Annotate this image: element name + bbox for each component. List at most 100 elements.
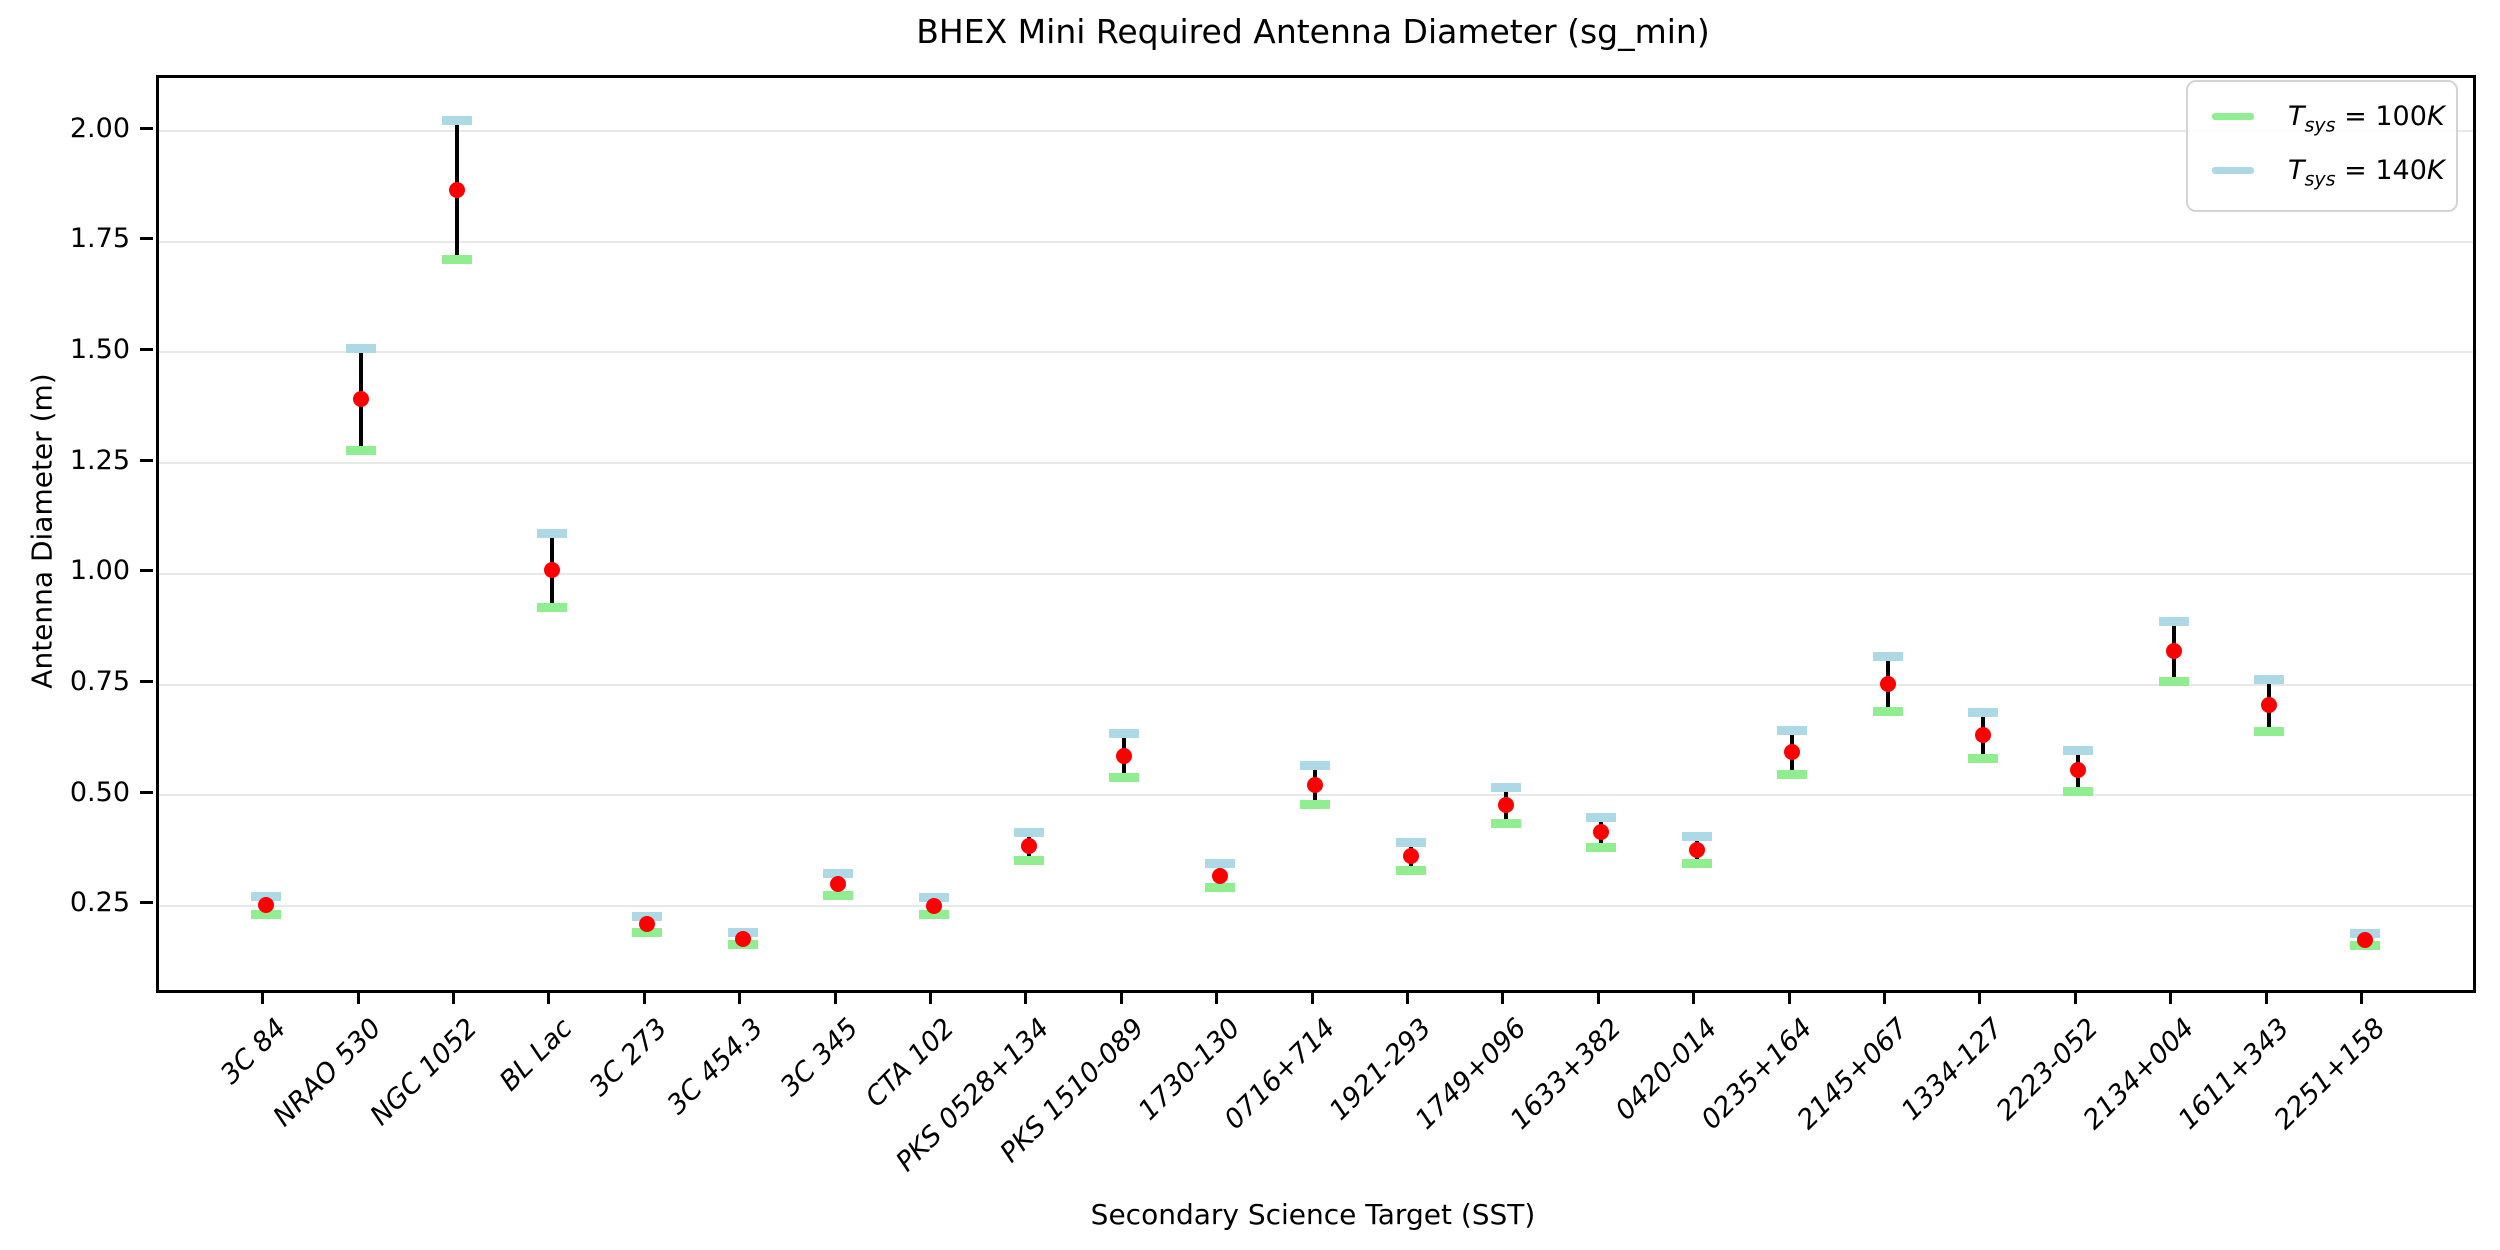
data-point-marker	[1307, 777, 1324, 794]
cap-tsys-100k	[346, 446, 377, 456]
y-tick-mark	[140, 126, 153, 130]
data-point-marker	[2356, 931, 2373, 948]
data-point-marker	[353, 391, 370, 408]
data-point-marker	[2165, 643, 2182, 660]
y-tick-label: 1.50	[69, 333, 130, 365]
cap-tsys-140k	[346, 343, 377, 353]
x-tick-mark	[1024, 991, 1028, 1004]
x-tick-mark	[547, 991, 551, 1004]
data-point-marker	[639, 916, 656, 933]
cap-tsys-100k	[2254, 726, 2285, 736]
cap-tsys-140k	[1872, 651, 1903, 661]
y-tick-mark	[140, 790, 153, 794]
cap-tsys-100k	[1395, 865, 1426, 875]
x-tick-label: BL Lac	[493, 1012, 579, 1098]
data-point-marker	[2070, 762, 2087, 779]
cap-tsys-100k	[441, 255, 472, 264]
legend-entry: Tsys = 100K	[2188, 96, 2456, 136]
cap-tsys-140k	[1300, 761, 1331, 771]
x-tick-label: 1334-127	[1895, 1012, 2010, 1127]
legend-swatch	[2212, 167, 2254, 174]
x-tick-mark	[833, 991, 837, 1004]
cap-tsys-140k	[1204, 859, 1235, 869]
x-tick-label: 3C 454.3	[661, 1012, 770, 1121]
data-point-marker	[2261, 697, 2278, 714]
cap-tsys-100k	[1681, 859, 1712, 869]
cap-tsys-140k	[918, 892, 949, 902]
cap-tsys-100k	[2158, 676, 2189, 686]
y-tick-mark	[140, 347, 153, 351]
cap-tsys-100k	[1777, 769, 1808, 779]
x-tick-mark	[642, 991, 646, 1004]
data-point-marker	[925, 897, 942, 914]
x-tick-label: 3C 345	[774, 1012, 865, 1103]
x-tick-mark	[1310, 991, 1314, 1004]
cap-tsys-100k	[918, 910, 949, 920]
x-tick-mark	[929, 991, 932, 1004]
y-axis-title: Antenna Diameter (m)	[25, 373, 59, 689]
y-tick-label: 0.75	[69, 666, 130, 698]
plot-area	[156, 75, 2476, 993]
data-point-marker	[830, 876, 847, 893]
legend-label: Tsys = 100K	[2288, 101, 2445, 137]
gridline	[159, 351, 2473, 354]
data-point-marker	[1688, 842, 1705, 859]
gridline	[159, 904, 2473, 907]
data-point-marker	[1784, 744, 1801, 761]
legend-swatch	[2212, 113, 2254, 120]
y-tick-label: 1.75	[69, 223, 130, 255]
data-point-marker	[1879, 675, 1896, 692]
data-point-marker	[1974, 727, 1991, 744]
gridline	[159, 683, 2473, 686]
cap-tsys-140k	[1586, 812, 1617, 822]
x-tick-mark	[1119, 991, 1123, 1004]
data-point-marker	[1020, 838, 1037, 855]
cap-tsys-100k	[1872, 706, 1903, 716]
cap-tsys-100k	[632, 927, 663, 937]
cap-tsys-140k	[2063, 745, 2094, 755]
data-point-marker	[257, 897, 274, 914]
data-point-marker	[1497, 796, 1514, 813]
cap-tsys-100k	[823, 890, 854, 900]
y-tick-mark	[140, 458, 153, 462]
cap-tsys-140k	[250, 891, 281, 901]
x-tick-mark	[2169, 991, 2173, 1004]
cap-tsys-140k	[1777, 725, 1808, 735]
legend-entry: Tsys = 140K	[2188, 150, 2456, 190]
cap-tsys-140k	[1109, 729, 1140, 739]
cap-tsys-100k	[2063, 786, 2094, 796]
x-tick-label: 3C 273	[583, 1012, 674, 1103]
cap-tsys-100k	[1586, 842, 1617, 852]
gridline	[159, 240, 2473, 243]
y-tick-label: 2.00	[69, 112, 130, 144]
cap-tsys-100k	[1490, 818, 1521, 828]
x-tick-mark	[1978, 991, 1982, 1004]
x-tick-mark	[1883, 991, 1886, 1004]
y-tick-mark	[140, 901, 153, 905]
cap-tsys-100k	[250, 910, 281, 920]
cap-tsys-140k	[1395, 838, 1426, 848]
y-tick-mark	[140, 569, 153, 573]
x-tick-mark	[356, 991, 360, 1004]
x-tick-mark	[1596, 991, 1600, 1004]
x-tick-label: 3C 84	[214, 1012, 293, 1091]
cap-tsys-140k	[1490, 782, 1521, 792]
x-tick-mark	[1787, 991, 1791, 1004]
cap-tsys-140k	[2158, 616, 2189, 626]
x-tick-mark	[1406, 991, 1409, 1004]
x-tick-mark	[2073, 991, 2077, 1004]
x-tick-mark	[1501, 991, 1505, 1004]
data-point-marker	[734, 930, 751, 947]
gridline	[159, 130, 2473, 133]
cap-tsys-140k	[1967, 707, 1998, 717]
data-point-marker	[1211, 867, 1228, 884]
data-point-marker	[1402, 848, 1419, 865]
gridline	[159, 462, 2473, 465]
y-tick-label: 1.25	[69, 444, 130, 476]
cap-tsys-140k	[2254, 674, 2285, 684]
x-tick-mark	[2360, 991, 2363, 1004]
data-point-marker	[543, 562, 560, 579]
cap-tsys-100k	[1013, 855, 1044, 865]
x-tick-label: CTA 102	[859, 1012, 961, 1114]
y-tick-label: 0.50	[69, 776, 130, 808]
